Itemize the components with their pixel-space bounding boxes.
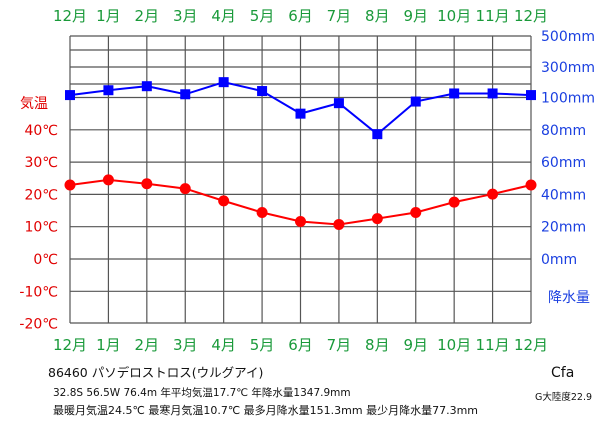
month-label: 1月: [96, 336, 121, 354]
precipitation-point: [141, 81, 152, 92]
temperature-point: [410, 206, 422, 218]
precipitation-point: [372, 129, 383, 140]
temperature-point: [102, 174, 114, 186]
temperature-axis-label: 気温: [20, 96, 48, 112]
continentality-index: G大陸度22.9: [535, 392, 593, 403]
month-label: 12月: [514, 336, 548, 354]
chart-grid: [69, 35, 532, 324]
month-label: 8月: [365, 336, 390, 354]
precipitation-axis-label: 降水量: [548, 290, 590, 306]
series-layer: [64, 77, 537, 230]
month-label: 4月: [211, 336, 236, 354]
month-label: 7月: [327, 7, 352, 25]
precipitation-tick: 80mm: [541, 123, 586, 139]
precipitation-point: [333, 98, 344, 109]
precipitation-point: [257, 86, 268, 97]
precipitation-tick: 500mm: [541, 29, 595, 45]
month-label: 7月: [327, 336, 352, 354]
climate-code: Cfa: [551, 365, 575, 381]
precipitation-point: [218, 77, 229, 88]
temperature-point: [448, 196, 460, 208]
temperature-point: [64, 179, 76, 191]
precipitation-tick: 300mm: [541, 60, 595, 76]
month-label: 3月: [173, 7, 198, 25]
temperature-tick: 40℃: [24, 123, 58, 139]
precipitation-tick: 0mm: [541, 252, 577, 268]
month-label: 1月: [96, 7, 121, 25]
precipitation-point: [103, 85, 114, 96]
month-label: 2月: [135, 336, 160, 354]
temperature-tick: 0℃: [33, 252, 58, 268]
precipitation-tick: 60mm: [541, 155, 586, 171]
temperature-tick: -10℃: [19, 284, 58, 300]
temperature-tick: 10℃: [24, 220, 58, 236]
month-label: 6月: [288, 336, 313, 354]
temperature-point: [333, 218, 345, 230]
month-label: 8月: [365, 7, 390, 25]
precipitation-point: [180, 89, 191, 100]
temperature-point: [295, 216, 306, 228]
temperature-point: [371, 213, 383, 225]
temperature-tick: 20℃: [24, 187, 58, 203]
month-labels-top: 12月 1月 2月 3月 4月 5月 6月 7月 8月 9月 10月 11月 12月: [53, 7, 548, 25]
month-label: 6月: [288, 7, 313, 25]
precipitation-point: [449, 88, 460, 99]
precipitation-point: [295, 108, 306, 119]
temperature-tick: -20℃: [19, 317, 58, 333]
precipitation-point: [526, 90, 536, 101]
month-label: 12月: [514, 7, 548, 25]
temperature-point: [487, 188, 499, 200]
precipitation-point: [487, 88, 498, 99]
station-extremes: 最暖月気温24.5℃ 最寒月気温10.7℃ 最多月降水量151.3mm 最少月降…: [53, 404, 479, 417]
station-name: 86460 パソデロストロス(ウルグアイ): [48, 365, 264, 380]
temperature-point: [179, 183, 191, 195]
month-label: 11月: [476, 336, 510, 354]
temperature-axis: 気温 40℃ 30℃ 20℃ 10℃ 0℃ -10℃ -20℃: [19, 96, 58, 333]
month-label: 11月: [476, 7, 510, 25]
station-summary: 32.8S 56.5W 76.4m 年平均気温17.7℃ 年降水量1347.9m…: [53, 387, 351, 399]
temperature-point: [525, 179, 537, 191]
month-label: 4月: [211, 7, 236, 25]
month-label: 10月: [437, 7, 471, 25]
month-labels-bottom: 12月 1月 2月 3月 4月 5月 6月 7月 8月 9月 10月 11月 12月: [53, 336, 548, 354]
precipitation-point: [410, 96, 421, 107]
month-label: 5月: [250, 336, 275, 354]
month-label: 9月: [403, 7, 428, 25]
precipitation-tick: 100mm: [541, 91, 595, 107]
month-label: 10月: [437, 336, 471, 354]
temperature-point: [256, 206, 268, 218]
month-label: 5月: [250, 7, 275, 25]
month-label: 2月: [135, 7, 160, 25]
month-label: 12月: [53, 336, 87, 354]
precipitation-axis: 500mm 300mm 100mm 80mm 60mm 40mm 20mm 0mm 降水量: [541, 29, 595, 306]
month-label: 3月: [173, 336, 198, 354]
month-label: 9月: [403, 336, 428, 354]
month-label: 12月: [53, 7, 87, 25]
precipitation-tick: 20mm: [541, 220, 586, 236]
temperature-tick: 30℃: [24, 155, 58, 171]
precipitation-point: [65, 90, 75, 101]
temperature-point: [141, 178, 153, 190]
temperature-point: [218, 195, 230, 207]
precipitation-tick: 40mm: [541, 187, 586, 203]
